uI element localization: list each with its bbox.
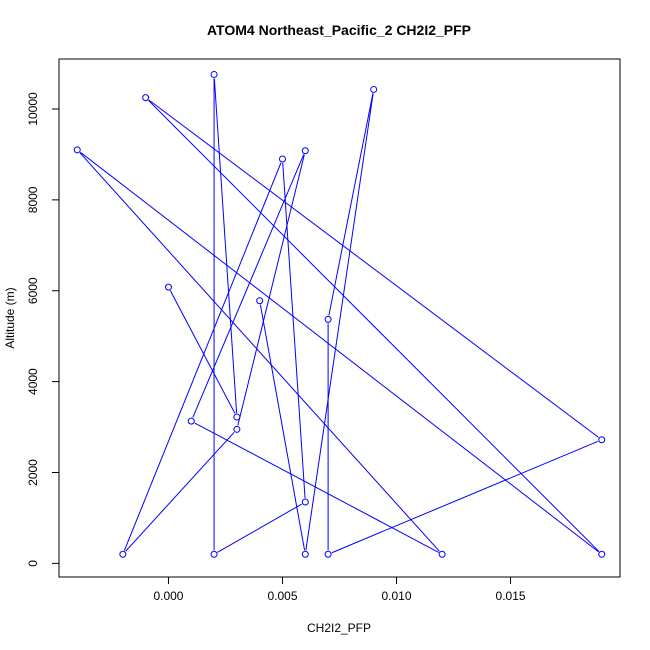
x-axis: 0.000 0.005 0.010 0.015: [153, 576, 526, 603]
series-line-segment: [148, 100, 600, 552]
series-line-segment: [213, 78, 238, 414]
data-point: [256, 297, 264, 305]
series-line-segment: [125, 431, 235, 552]
y-tick-label: 2000: [26, 459, 40, 486]
data-point: [142, 94, 150, 102]
series-points: [73, 70, 606, 558]
x-tick-label: 0.015: [496, 589, 526, 603]
series-lines: [79, 78, 600, 554]
data-point: [370, 85, 378, 93]
data-point: [278, 155, 286, 163]
series-line-segment: [237, 154, 305, 426]
data-point: [164, 283, 172, 291]
data-point: [210, 550, 218, 558]
series-line-segment: [305, 93, 374, 551]
series-line-segment: [217, 503, 303, 553]
series-line-segment: [123, 162, 282, 551]
series-line-segment: [194, 422, 439, 553]
data-point: [73, 146, 81, 154]
series-line-segment: [169, 290, 236, 414]
y-axis-label: Altitude (m): [3, 287, 17, 348]
data-point: [324, 550, 332, 558]
series-line-segment: [331, 440, 599, 554]
series-line-segment: [328, 93, 374, 316]
x-tick-label: 0.000: [153, 589, 183, 603]
y-tick-label: 4000: [26, 368, 40, 395]
series-line-segment: [79, 152, 440, 552]
y-tick-label: 0: [26, 560, 40, 567]
x-tick-label: 0.005: [267, 589, 297, 603]
series-line-segment: [148, 99, 599, 438]
data-point: [187, 417, 195, 425]
data-point: [233, 425, 241, 433]
data-point: [233, 413, 241, 421]
y-tick-label: 8000: [26, 186, 40, 213]
data-point: [301, 498, 309, 506]
series-line-segment: [282, 162, 306, 499]
data-point: [324, 315, 332, 323]
y-tick-label: 10000: [26, 92, 40, 126]
data-point: [119, 550, 127, 558]
y-tick-label: 6000: [26, 277, 40, 304]
x-axis-label: CH2I2_PFP: [307, 621, 371, 635]
data-point: [438, 550, 446, 558]
x-tick-label: 0.010: [381, 589, 411, 603]
y-axis: 0 2000 4000 6000 8000 10000: [26, 92, 60, 567]
series-line-segment: [80, 151, 599, 553]
data-point: [210, 70, 218, 78]
data-point: [301, 550, 309, 558]
data-point: [598, 550, 606, 558]
data-point: [301, 147, 309, 155]
chart-title: ATOM4 Northeast_Pacific_2 CH2I2_PFP: [207, 22, 471, 38]
series-line-segment: [259, 304, 306, 551]
series-line-segment: [192, 154, 305, 418]
data-point: [598, 436, 606, 444]
